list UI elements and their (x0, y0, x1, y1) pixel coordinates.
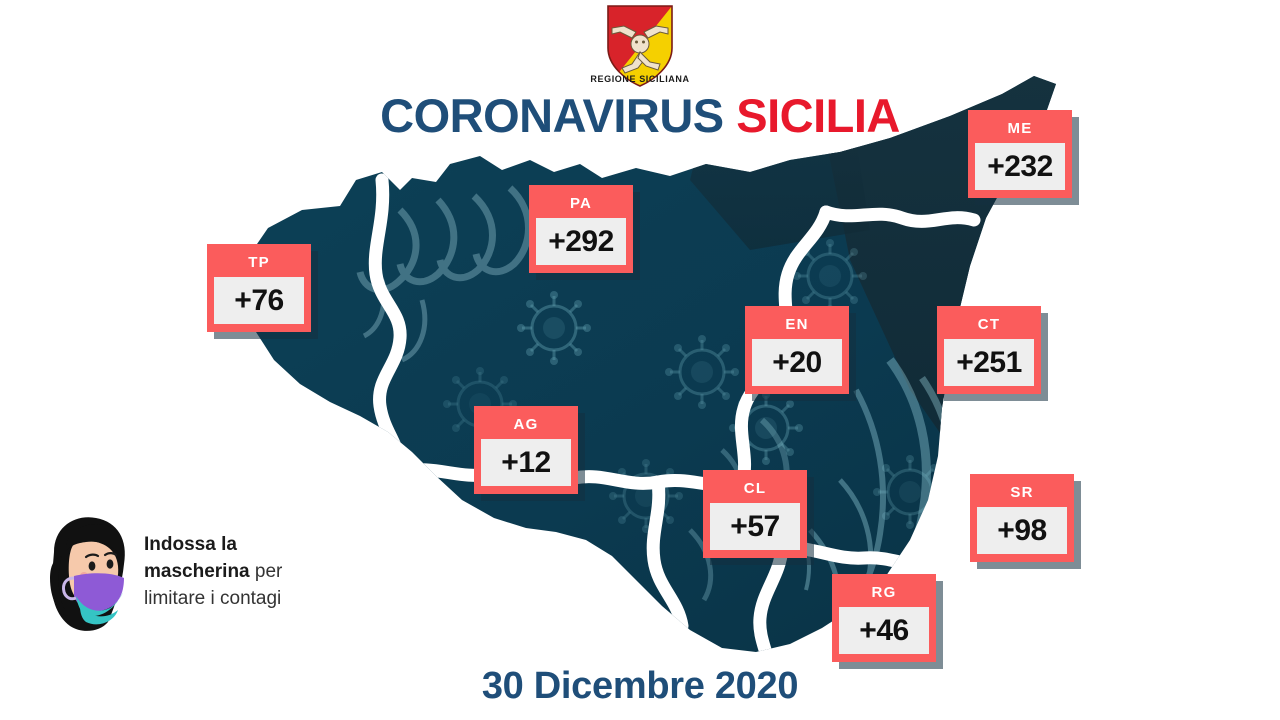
province-box-cl[interactable]: CL +57 (703, 470, 814, 565)
province-box-sr[interactable]: SR +98 (970, 474, 1081, 569)
province-card: CT +251 (937, 306, 1041, 394)
mask-line-2-bold: mascherina (144, 560, 250, 582)
province-box-pa[interactable]: PA +292 (529, 185, 640, 280)
province-code: CT (977, 316, 1001, 333)
province-box-tp[interactable]: TP +76 (207, 244, 318, 339)
sicily-coat-of-arms-icon (592, 4, 688, 88)
province-box-rg[interactable]: RG +46 (832, 574, 943, 669)
province-value: +232 (975, 143, 1065, 190)
province-card: SR +98 (970, 474, 1074, 562)
mask-line-1: Indossa la (144, 534, 237, 555)
province-value: +12 (481, 439, 571, 486)
province-value: +292 (536, 218, 626, 265)
province-box-en[interactable]: EN +20 (745, 306, 856, 401)
mask-advice-note: Indossa la mascherina per limitare i con… (36, 512, 366, 652)
province-card: AG +12 (474, 406, 578, 494)
province-card: PA +292 (529, 185, 633, 273)
mask-advice-text: Indossa la mascherina per limitare i con… (144, 532, 374, 613)
report-date: 30 Dicembre 2020 (481, 665, 799, 707)
mask-line-2-rest: per (249, 560, 283, 582)
crest-caption: REGIONE SICILIANA (590, 74, 690, 84)
province-value: +20 (752, 339, 842, 386)
page-title: CORONAVIRUS SICILIA (0, 92, 1280, 139)
province-box-me[interactable]: ME +232 (968, 110, 1079, 205)
province-value: +76 (214, 277, 304, 324)
province-code: EN (785, 316, 809, 333)
province-code: CL (743, 480, 767, 497)
person-wearing-mask-icon (36, 512, 140, 634)
sicily-map (150, 60, 1160, 700)
mask-line-3: limitare i contagi (144, 587, 282, 609)
province-card: RG +46 (832, 574, 936, 662)
province-value: +46 (839, 607, 929, 654)
province-code: SR (1010, 484, 1034, 501)
province-code: TP (248, 254, 270, 271)
province-code: RG (871, 584, 897, 601)
province-code: AG (513, 416, 539, 433)
province-card: CL +57 (703, 470, 807, 558)
province-card: EN +20 (745, 306, 849, 394)
title-accent: SICILIA (736, 89, 900, 142)
province-code: PA (569, 195, 593, 212)
province-card: ME +232 (968, 110, 1072, 198)
title-primary: CORONAVIRUS (380, 89, 724, 142)
province-code: ME (1007, 120, 1033, 137)
province-card: TP +76 (207, 244, 311, 332)
province-value: +57 (710, 503, 800, 550)
province-box-ag[interactable]: AG +12 (474, 406, 585, 501)
province-box-ct[interactable]: CT +251 (937, 306, 1048, 401)
province-value: +251 (944, 339, 1034, 386)
province-value: +98 (977, 507, 1067, 554)
